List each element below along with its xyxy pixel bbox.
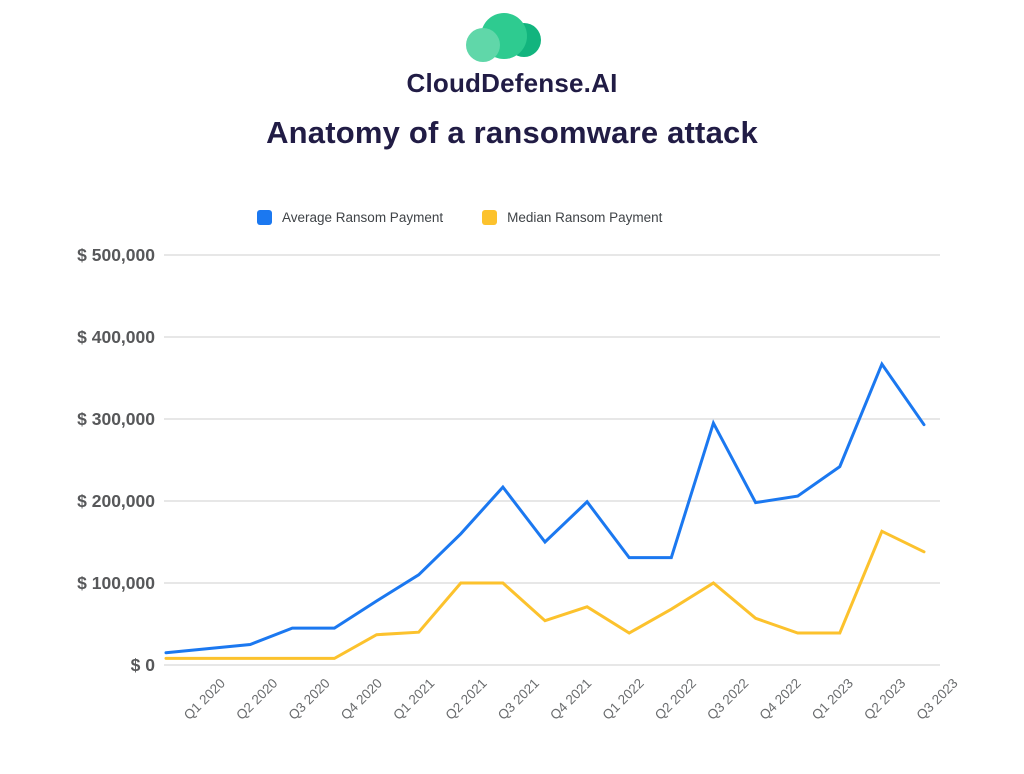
x-tick-label: Q2 2021 xyxy=(443,676,490,723)
logo: CloudDefense.AI xyxy=(0,10,1024,99)
x-tick-label: Q2 2020 xyxy=(233,676,280,723)
x-tick-label: Q2 2022 xyxy=(652,676,699,723)
average-series-swatch-icon xyxy=(257,210,272,225)
series-line-average xyxy=(164,360,926,655)
y-tick-label: $ 500,000 xyxy=(77,245,155,265)
y-tick-label: $ 400,000 xyxy=(77,327,155,347)
x-tick-label: Q1 2023 xyxy=(809,676,856,723)
y-tick-label: $ 0 xyxy=(131,655,156,675)
x-tick-label: Q3 2022 xyxy=(704,676,751,723)
logo-text: CloudDefense.AI xyxy=(406,68,618,98)
legend-item-median: Median Ransom Payment xyxy=(482,210,662,225)
x-tick-label: Q3 2021 xyxy=(495,676,542,723)
x-tick-label: Q4 2021 xyxy=(547,676,594,723)
y-tick-label: $ 300,000 xyxy=(77,409,155,429)
legend-label-median: Median Ransom Payment xyxy=(507,210,663,225)
x-tick-label: Q4 2022 xyxy=(757,676,804,723)
clouddefense-cloud-icon xyxy=(466,13,541,62)
y-tick-label: $ 100,000 xyxy=(77,573,155,593)
y-tick-label: $ 200,000 xyxy=(77,491,155,511)
series-line-median xyxy=(164,529,926,660)
x-tick-label: Q1 2022 xyxy=(600,676,647,723)
legend-item-average: Average Ransom Payment xyxy=(257,210,443,225)
x-tick-label: Q3 2020 xyxy=(286,676,333,723)
x-tick-label: Q3 2023 xyxy=(914,676,961,723)
legend-label-average: Average Ransom Payment xyxy=(282,210,444,225)
page-title: Anatomy of a ransomware attack xyxy=(266,115,758,150)
x-tick-label: Q4 2020 xyxy=(338,676,385,723)
median-series-swatch-icon xyxy=(482,210,498,225)
x-tick-label: Q1 2021 xyxy=(390,676,437,723)
x-tick-label: Q2 2023 xyxy=(861,676,908,723)
x-tick-label: Q1 2020 xyxy=(181,676,228,723)
chart-legend: Average Ransom Payment Median Ransom Pay… xyxy=(257,210,662,225)
